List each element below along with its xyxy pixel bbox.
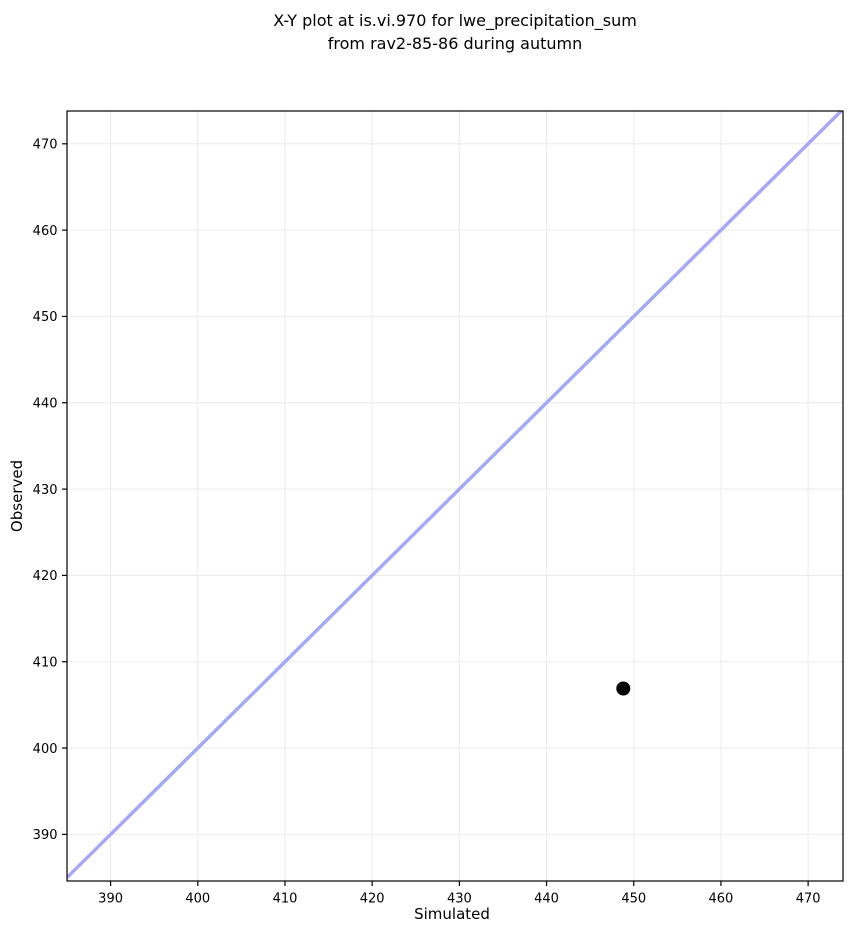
data-point bbox=[616, 681, 631, 696]
y-tick-label: 430 bbox=[33, 483, 58, 498]
x-tick-label: 440 bbox=[534, 892, 559, 907]
chart-title-line2: from rav2-85-86 during autumn bbox=[328, 34, 583, 53]
x-tick-label: 410 bbox=[273, 892, 298, 907]
y-tick-label: 400 bbox=[33, 742, 58, 757]
x-tick-label: 450 bbox=[621, 892, 646, 907]
one-to-one-line bbox=[67, 111, 843, 880]
y-tick-label: 450 bbox=[33, 310, 58, 325]
tick-layer: 390 400 410 420 430 440 450 460 470 390 400 410 420 4… bbox=[33, 138, 821, 907]
x-tick-label: 420 bbox=[360, 892, 385, 907]
x-tick-label: 390 bbox=[98, 892, 123, 907]
y-tick-label: 440 bbox=[33, 397, 58, 412]
plot-border bbox=[66, 110, 844, 882]
x-tick-label: 430 bbox=[447, 892, 472, 907]
x-tick-label: 470 bbox=[796, 892, 821, 907]
y-tick-label: 420 bbox=[33, 569, 58, 584]
series-layer bbox=[67, 111, 843, 880]
x-tick-label: 400 bbox=[185, 892, 210, 907]
y-tick-label: 410 bbox=[33, 656, 58, 671]
y-tick-label: 460 bbox=[33, 224, 58, 239]
chart-title-line1: X-Y plot at is.vi.970 for lwe_precipitat… bbox=[273, 11, 637, 31]
x-axis-label: Simulated bbox=[414, 905, 490, 923]
y-tick-label: 390 bbox=[33, 828, 58, 843]
x-tick-label: 460 bbox=[709, 892, 734, 907]
y-axis-label: Observed bbox=[8, 460, 26, 532]
y-tick-label: 470 bbox=[33, 138, 58, 153]
